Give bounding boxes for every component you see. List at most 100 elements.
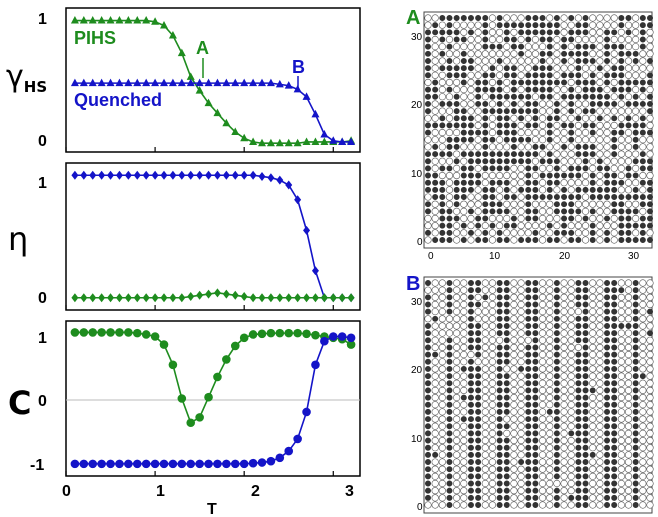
lattice-a-site xyxy=(553,35,561,44)
lattice-b-site xyxy=(496,459,503,466)
lattice-b-site xyxy=(553,437,560,444)
lattice-a-site xyxy=(532,29,539,36)
lattice-b-site xyxy=(460,408,468,416)
lattice-a-site xyxy=(538,114,547,122)
lattice-b-site xyxy=(538,487,547,495)
lattice-b-site xyxy=(496,301,503,308)
lattice-b-site xyxy=(617,458,625,466)
lattice-b-site xyxy=(611,480,618,487)
lattice-a-site xyxy=(488,35,497,44)
lattice-b-site xyxy=(617,408,625,416)
lattice-a-site xyxy=(603,200,611,208)
c-series-0-point xyxy=(266,328,276,338)
lattice-a-site xyxy=(617,186,625,194)
eta-series-0-point xyxy=(249,170,257,180)
lattice-a-site xyxy=(610,14,618,22)
lattice-b-site xyxy=(567,386,575,394)
lattice-a-site xyxy=(482,129,489,136)
lattice-b-site xyxy=(604,387,611,394)
lattice-b-site xyxy=(617,465,625,473)
lattice-b-site xyxy=(646,494,654,502)
eta-series-0-point xyxy=(187,170,195,180)
lattice-a-site xyxy=(460,28,468,36)
lattice-a-site xyxy=(632,79,639,86)
lattice-a-site xyxy=(546,164,554,172)
lattice-a-site xyxy=(603,114,611,122)
lattice-b-site xyxy=(624,379,633,387)
lattice-b-site xyxy=(488,458,497,466)
lattice-b-site xyxy=(611,365,618,372)
lattice-b-site xyxy=(431,336,439,344)
lattice-a-site xyxy=(532,229,539,236)
lattice-b-site xyxy=(646,322,654,330)
lattice-a-site xyxy=(467,172,474,179)
lattice-b-site xyxy=(639,386,647,394)
lattice-a-site xyxy=(474,35,482,44)
lattice-a-site xyxy=(560,14,568,22)
lattice-a-site xyxy=(503,14,511,22)
lattice-a-site xyxy=(582,57,589,64)
lattice-b-site xyxy=(532,387,539,394)
lattice-a-site xyxy=(425,72,431,79)
gamma-series-1-point xyxy=(195,78,204,87)
lattice-a-site xyxy=(546,50,553,57)
eta-series-1-point xyxy=(240,292,248,302)
lattice-a-site xyxy=(425,165,431,172)
lattice-a-site xyxy=(524,222,532,230)
lattice-a-site xyxy=(582,151,589,158)
lattice-a-site xyxy=(524,57,532,65)
lattice-a-site xyxy=(467,165,474,172)
lattice-a-site xyxy=(438,57,446,65)
lattice-b-site xyxy=(425,373,431,380)
lattice-b-site xyxy=(446,387,453,394)
lattice-a-site xyxy=(474,143,482,151)
lattice-b-site xyxy=(624,343,633,352)
lattice-b-site xyxy=(525,487,532,494)
lattice-a-site xyxy=(624,143,633,151)
lattice-a-site xyxy=(546,151,553,158)
lattice-b-site xyxy=(525,423,532,430)
lattice-a-site xyxy=(553,214,561,223)
lattice-a-site xyxy=(639,129,646,136)
lattice-a-site xyxy=(482,208,489,215)
lattice-a-site xyxy=(531,200,540,208)
lattice-b-site xyxy=(567,401,575,409)
lattice-b-site xyxy=(488,315,497,323)
lattice-b-site xyxy=(438,386,446,394)
lattice-a-site xyxy=(610,214,618,223)
lattice-b-site xyxy=(639,436,647,445)
lattice-b-site xyxy=(525,287,532,294)
lattice-b-site xyxy=(532,358,539,365)
lattice-a-site xyxy=(510,143,517,150)
lattice-a-site xyxy=(539,57,546,64)
lattice-b-site xyxy=(481,351,489,359)
lattice-a-site xyxy=(539,72,546,79)
lattice-a-site xyxy=(531,35,540,44)
lattice-b-site xyxy=(438,351,446,359)
lattice-a-site xyxy=(581,200,590,208)
lattice-a-site xyxy=(617,107,625,115)
lattice-b-site xyxy=(532,344,539,351)
lattice-b-site xyxy=(460,293,468,301)
lattice-a-site xyxy=(625,86,632,93)
lattice-b-site xyxy=(475,502,482,508)
lattice-a-site xyxy=(618,15,625,21)
lattice-b-site xyxy=(538,451,547,459)
lattice-a-site xyxy=(639,179,646,186)
lattice-b-site xyxy=(611,408,618,415)
lattice-b-site xyxy=(431,286,439,294)
lattice-b-label: B xyxy=(406,273,420,295)
lattice-b-site xyxy=(517,343,525,352)
lattice-b-site xyxy=(425,401,431,408)
lattice-b-site xyxy=(532,280,539,286)
lattice-b-site xyxy=(611,401,618,408)
lattice-a-site xyxy=(624,35,633,44)
lattice-b-site xyxy=(589,479,597,488)
lattice-a-site xyxy=(618,72,625,79)
lattice-a-site xyxy=(503,108,510,115)
lattice-a-site xyxy=(496,151,503,158)
lattice-a-site xyxy=(532,100,539,107)
c-series-0-point xyxy=(248,330,258,339)
lattice-b-site xyxy=(639,279,647,287)
lattice-a-site xyxy=(625,79,632,86)
